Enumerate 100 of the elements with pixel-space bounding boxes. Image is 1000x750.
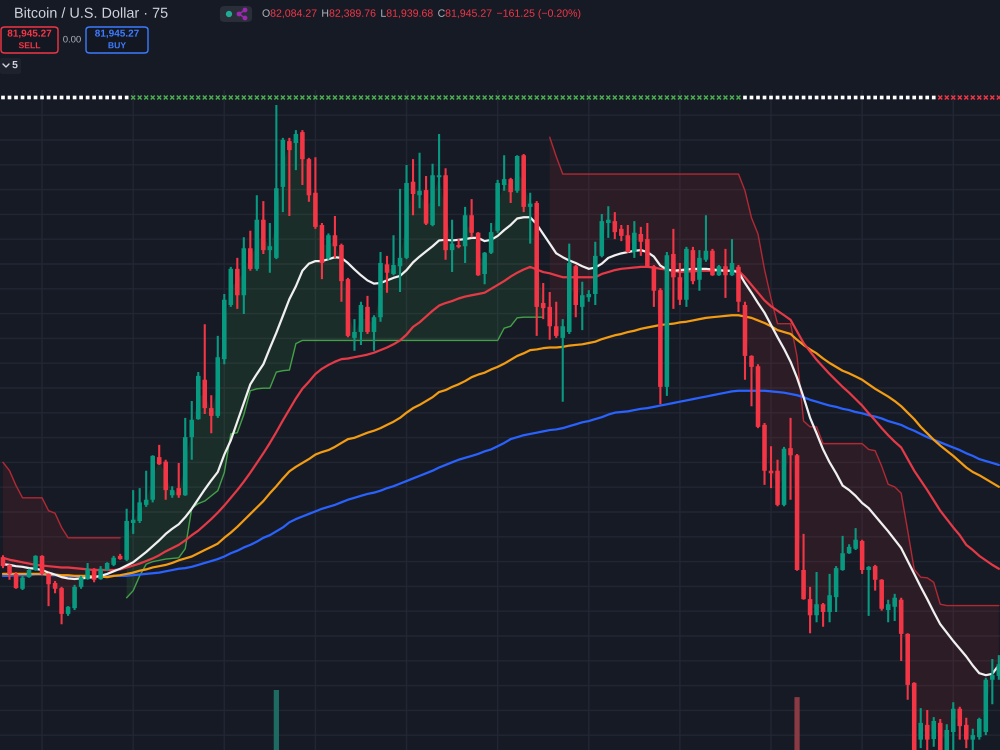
candlestick <box>600 214 604 258</box>
candlestick <box>905 633 910 700</box>
candlestick <box>580 282 585 330</box>
candlestick <box>222 294 227 364</box>
candlestick <box>664 252 670 396</box>
candlestick <box>378 252 383 322</box>
candlestick <box>540 283 546 320</box>
candlestick <box>469 199 474 238</box>
candlestick <box>710 248 715 276</box>
text: BUY <box>108 42 126 48</box>
candlestick <box>853 528 858 550</box>
candlestick <box>287 138 292 216</box>
candlestick <box>417 152 422 208</box>
candlestick <box>124 508 129 562</box>
candlestick <box>846 544 852 554</box>
candlestick <box>606 206 611 238</box>
candlestick <box>339 244 344 302</box>
candlestick <box>450 220 454 272</box>
candlestick <box>52 581 58 594</box>
candlestick <box>860 540 864 574</box>
candlestick <box>658 288 663 404</box>
candlestick <box>820 602 826 627</box>
candlestick <box>984 678 988 736</box>
candlestick <box>33 555 38 571</box>
candlestick <box>208 395 214 434</box>
candlestick <box>170 486 174 498</box>
candlestick <box>352 319 357 351</box>
candlestick <box>196 372 201 420</box>
text: L81,939.68 <box>381 9 433 18</box>
candlestick <box>652 264 656 307</box>
candlestick <box>372 315 376 351</box>
candlestick <box>66 606 70 616</box>
candlestick <box>59 586 64 624</box>
candlestick <box>678 263 682 305</box>
candlestick <box>924 710 930 750</box>
candlestick <box>528 192 532 244</box>
candlestick <box>182 418 188 496</box>
text: −161.25 (−0.20%) <box>497 9 580 19</box>
candlestick <box>775 460 780 506</box>
text: H82,389.76 <box>322 9 376 18</box>
candlestick <box>358 302 364 345</box>
candlestick <box>619 224 624 242</box>
candlestick <box>834 566 838 612</box>
candlestick <box>912 682 916 750</box>
candlestick <box>462 206 468 264</box>
candlestick <box>150 455 155 502</box>
text: 5 <box>12 61 18 68</box>
candlestick <box>430 164 435 226</box>
candlestick <box>326 233 331 260</box>
candlestick <box>85 562 90 580</box>
candlestick <box>404 164 409 260</box>
text: SELL <box>18 42 40 48</box>
candlestick <box>495 180 500 233</box>
candlestick <box>827 574 832 622</box>
candlestick <box>514 155 520 193</box>
candlestick <box>320 223 324 280</box>
candlestick <box>892 594 897 621</box>
candlestick <box>443 168 448 260</box>
candlestick <box>26 568 32 578</box>
candlestick <box>554 302 559 338</box>
candlestick <box>593 242 598 305</box>
candlestick <box>346 278 350 338</box>
candlestick <box>547 292 552 340</box>
candlestick <box>254 195 260 271</box>
candlestick <box>964 718 969 748</box>
candlestick <box>189 401 194 460</box>
candlestick <box>176 462 182 498</box>
candlestick <box>482 252 487 284</box>
candlestick <box>306 158 312 202</box>
text: 81,945.27 <box>95 30 139 38</box>
candlestick <box>794 454 800 571</box>
text: O82,084.27 <box>262 9 317 18</box>
candlestick <box>92 568 96 582</box>
candlestick <box>332 216 338 258</box>
candlestick <box>898 598 904 661</box>
candlestick <box>248 230 253 271</box>
candlestick <box>202 324 208 414</box>
candlestick <box>931 717 936 747</box>
candlestick <box>872 564 878 591</box>
candlestick <box>612 212 618 240</box>
candlestick <box>671 228 676 309</box>
candlestick <box>261 201 266 254</box>
candlestick <box>736 264 741 312</box>
candlestick <box>808 586 812 634</box>
candlestick <box>704 215 708 262</box>
candlestick <box>958 706 962 740</box>
candlestick <box>274 105 279 260</box>
candlestick <box>268 223 272 273</box>
candlestick <box>488 223 494 254</box>
chart-title: Bitcoin / U.S. Dollar · 75 <box>15 7 168 18</box>
candlestick <box>918 708 923 748</box>
candlestick <box>156 444 162 465</box>
candlestick <box>566 244 572 334</box>
candlestick <box>938 719 943 750</box>
candlestick <box>365 296 370 334</box>
candlestick <box>990 659 995 704</box>
candlestick <box>144 470 148 507</box>
candlestick <box>788 418 793 500</box>
candlestick <box>476 232 480 276</box>
candlestick <box>410 159 416 216</box>
